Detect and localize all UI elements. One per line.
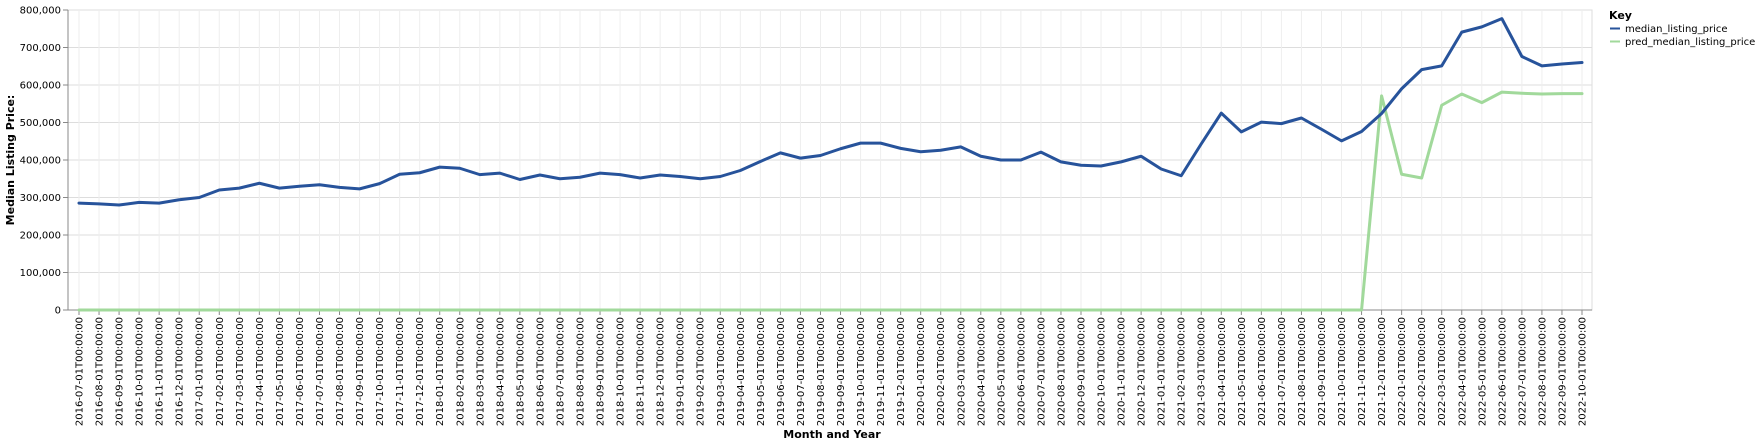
x-tick-label: 2021-06-01T00:00:00 [1257,317,1268,426]
x-tick-label: 2022-09-01T00:00:00 [1557,317,1568,426]
x-tick-label: 2021-08-01T00:00:00 [1297,317,1308,426]
x-tick-label: 2016-08-01T00:00:00 [95,317,106,426]
x-tick-label: 2017-04-01T00:00:00 [255,317,266,426]
x-tick-label: 2018-10-01T00:00:00 [616,317,627,426]
x-tick-label: 2019-06-01T00:00:00 [776,317,787,426]
x-tick-label: 2020-11-01T00:00:00 [1117,317,1128,426]
x-axis: 2016-07-01T00:00:00 2016-08-01T00:00:00 20… [68,309,1592,426]
x-tick-label: 2017-08-01T00:00:00 [335,317,346,426]
x-tick-label: 2022-02-01T00:00:00 [1417,317,1428,426]
legend-label: median_listing_price [1625,24,1728,35]
x-tick-label: 2021-12-01T00:00:00 [1377,317,1388,426]
x-tick-label: 2017-12-01T00:00:00 [415,317,426,426]
x-tick-label: 2020-06-01T00:00:00 [1016,317,1027,426]
x-tick-label: 2021-03-01T00:00:00 [1197,317,1208,426]
x-tick-label: 2020-03-01T00:00:00 [956,317,967,426]
series-layer [77,17,1584,312]
x-tick-label: 2021-01-01T00:00:00 [1157,317,1168,426]
y-tick-label: 200,000 [20,231,61,242]
x-tick-label: 2017-06-01T00:00:00 [295,317,306,426]
x-tick-label: 2016-10-01T00:00:00 [135,317,146,426]
x-tick-label: 2017-10-01T00:00:00 [375,317,386,426]
x-tick-label: 2019-03-01T00:00:00 [716,317,727,426]
x-tick-label: 2019-07-01T00:00:00 [796,317,807,426]
x-tick-label: 2019-10-01T00:00:00 [856,317,867,426]
x-tick-label: 2021-11-01T00:00:00 [1357,317,1368,426]
x-tick-label: 2020-01-01T00:00:00 [916,317,927,426]
x-tick-label: 2017-05-01T00:00:00 [275,317,286,426]
x-tick-label: 2017-01-01T00:00:00 [195,317,206,426]
x-tick-label: 2022-10-01T00:00:00 [1578,317,1589,426]
x-tick-label: 2016-09-01T00:00:00 [115,317,126,426]
x-tick-label: 2018-01-01T00:00:00 [435,317,446,426]
x-tick-label: 2018-12-01T00:00:00 [656,317,667,426]
y-tick-label: 100,000 [20,268,61,279]
y-tick-label: 600,000 [20,81,61,92]
x-tick-label: 2021-02-01T00:00:00 [1177,317,1188,426]
y-tick-label: 300,000 [20,193,61,204]
x-tick-label: 2018-03-01T00:00:00 [475,317,486,426]
y-axis-title: Median Listing Price: [4,95,17,226]
x-tick-label: 2022-01-01T00:00:00 [1397,317,1408,426]
x-tick-label: 2020-07-01T00:00:00 [1036,317,1047,426]
x-axis-title: Month and Year [783,428,881,441]
x-tick-label: 2017-09-01T00:00:00 [355,317,366,426]
x-tick-label: 2020-02-01T00:00:00 [936,317,947,426]
y-tick-label: 400,000 [20,156,61,167]
x-tick-label: 2016-07-01T00:00:00 [75,317,86,426]
x-tick-label: 2018-09-01T00:00:00 [596,317,607,426]
legend: Key median_listing_price pred_median_list… [1609,9,1755,48]
x-tick-label: 2018-02-01T00:00:00 [455,317,466,426]
x-tick-label: 2020-08-01T00:00:00 [1056,317,1067,426]
x-tick-label: 2017-07-01T00:00:00 [315,317,326,426]
x-tick-label: 2022-04-01T00:00:00 [1457,317,1468,426]
x-tick-label: 2021-05-01T00:00:00 [1237,317,1248,426]
x-tick-label: 2018-08-01T00:00:00 [576,317,587,426]
x-tick-label: 2021-04-01T00:00:00 [1217,317,1228,426]
y-tick-label: 500,000 [20,118,61,129]
grid [67,9,1593,311]
x-tick-label: 2017-03-01T00:00:00 [235,317,246,426]
x-tick-label: 2016-12-01T00:00:00 [175,317,186,426]
x-tick-label: 2022-08-01T00:00:00 [1537,317,1548,426]
x-tick-label: 2019-01-01T00:00:00 [676,317,687,426]
x-tick-label: 2020-10-01T00:00:00 [1097,317,1108,426]
x-tick-label: 2022-07-01T00:00:00 [1517,317,1528,426]
x-tick-label: 2019-09-01T00:00:00 [836,317,847,426]
legend-label: pred_median_listing_price [1625,37,1755,48]
x-tick-label: 2018-05-01T00:00:00 [515,317,526,426]
x-tick-label: 2020-09-01T00:00:00 [1077,317,1088,426]
x-tick-label: 2017-02-01T00:00:00 [215,317,226,426]
x-tick-label: 2021-07-01T00:00:00 [1277,317,1288,426]
series-line-median-listing-price [77,17,1584,207]
x-tick-label: 2020-05-01T00:00:00 [996,317,1007,426]
series-line-pred-median-listing-price [77,90,1584,312]
x-tick-label: 2021-09-01T00:00:00 [1317,317,1328,426]
x-tick-label: 2019-02-01T00:00:00 [696,317,707,426]
x-tick-label: 2018-04-01T00:00:00 [495,317,506,426]
x-tick-label: 2020-04-01T00:00:00 [976,317,987,426]
x-tick-label: 2021-10-01T00:00:00 [1337,317,1348,426]
x-tick-label: 2019-05-01T00:00:00 [756,317,767,426]
x-tick-label: 2018-07-01T00:00:00 [555,317,566,426]
y-tick-label: 700,000 [20,43,61,54]
x-tick-label: 2022-05-01T00:00:00 [1477,317,1488,426]
x-tick-label: 2022-06-01T00:00:00 [1497,317,1508,426]
x-tick-label: 2017-11-01T00:00:00 [395,317,406,426]
y-axis: 0 100,000 200,000 300,000 400,000 500,000 600,… [20,6,69,317]
x-tick-label: 2018-11-01T00:00:00 [636,317,647,426]
y-tick-label: 0 [55,306,61,317]
x-tick-label: 2019-08-01T00:00:00 [816,317,827,426]
x-tick-label: 2019-04-01T00:00:00 [736,317,747,426]
x-tick-label: 2018-06-01T00:00:00 [535,317,546,426]
x-tick-label: 2016-11-01T00:00:00 [155,317,166,426]
x-tick-label: 2020-12-01T00:00:00 [1137,317,1148,426]
x-tick-label: 2019-11-01T00:00:00 [876,317,887,426]
y-tick-label: 800,000 [20,6,61,17]
x-tick-label: 2019-12-01T00:00:00 [896,317,907,426]
x-tick-label: 2022-03-01T00:00:00 [1437,317,1448,426]
legend-title: Key [1609,9,1632,22]
